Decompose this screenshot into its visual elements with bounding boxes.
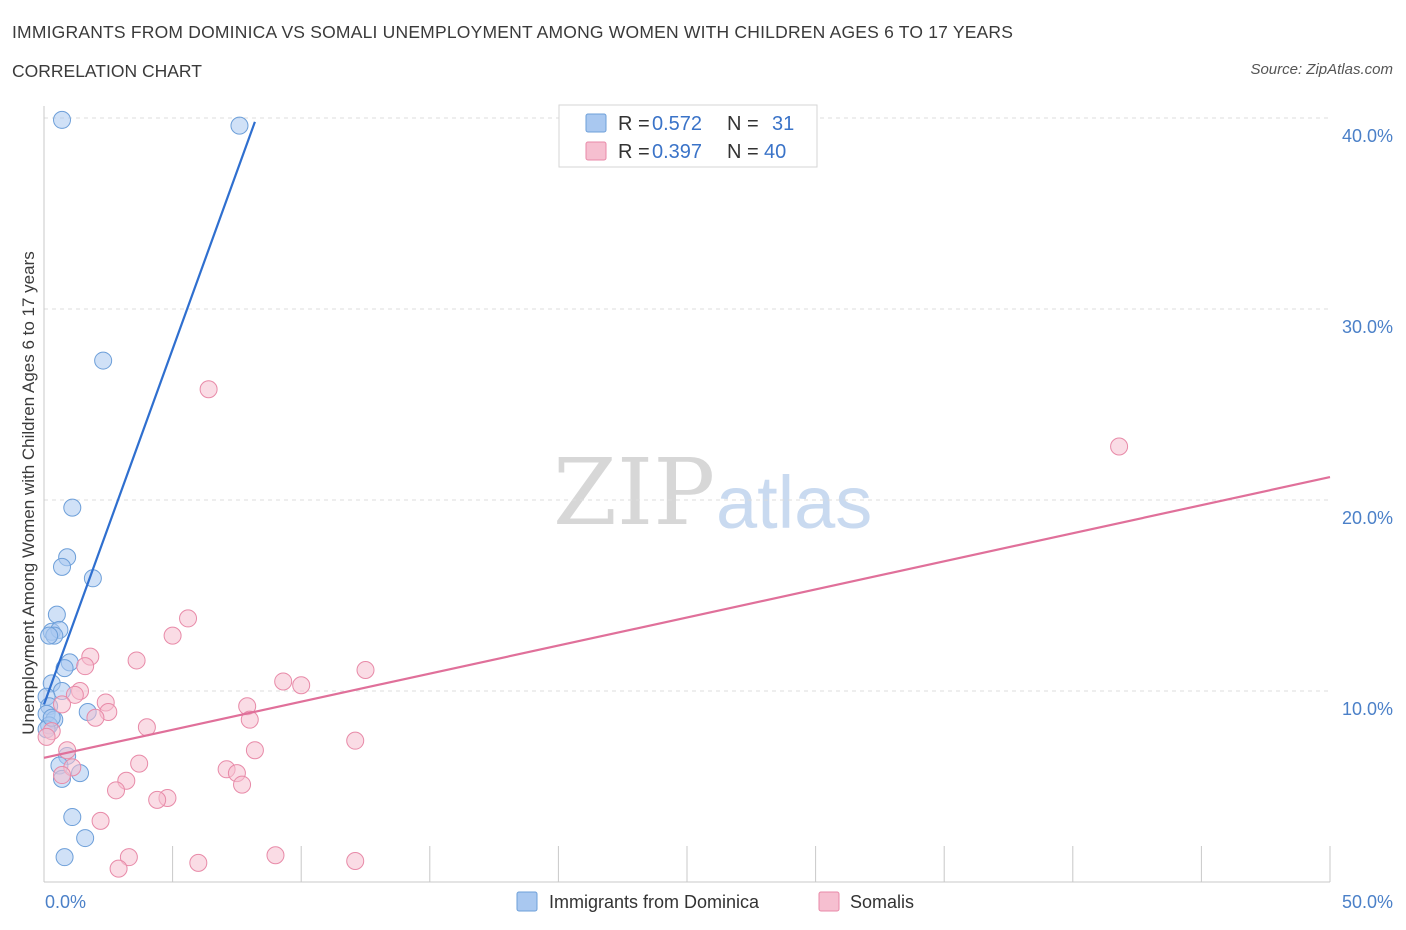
x-tick-label-max: 50.0% — [1342, 892, 1393, 912]
legend-r-value-somalis: 0.397 — [652, 141, 702, 163]
data-point-s0-11 — [40, 626, 59, 645]
y-tick-label-3: 40.0% — [1342, 126, 1393, 146]
data-point-s0-7 — [47, 605, 66, 624]
y-tick-label-1: 20.0% — [1342, 508, 1393, 528]
x-tick-label-min: 0.0% — [45, 892, 86, 912]
data-point-s0-0 — [53, 110, 72, 129]
data-point-s1-20 — [37, 727, 56, 746]
data-point-s0-26 — [63, 808, 82, 827]
data-point-s1-30 — [233, 775, 252, 794]
data-points — [37, 110, 1129, 878]
data-point-s1-2 — [179, 609, 198, 628]
data-point-s0-1 — [230, 116, 249, 135]
data-point-s1-28 — [53, 766, 72, 785]
correlation-legend: R = 0.572 N = 31 R = 0.397 N = 40 — [558, 104, 818, 168]
data-point-s1-3 — [163, 626, 182, 645]
data-point-s1-37 — [266, 846, 285, 865]
data-point-s0-5 — [53, 557, 72, 576]
y-axis-title: Unemployment Among Women with Children A… — [19, 251, 38, 735]
series-points-1 — [37, 380, 1129, 878]
data-point-s1-39 — [109, 859, 128, 878]
data-point-s0-3 — [63, 498, 82, 517]
data-point-s1-5 — [127, 651, 146, 670]
trend-line-1 — [43, 476, 1331, 759]
data-point-s1-8 — [274, 672, 293, 691]
watermark-atlas: atlas — [716, 461, 872, 544]
y-tick-label-0: 10.0% — [1342, 699, 1393, 719]
chart-title: IMMIGRANTS FROM DOMINICA VS SOMALI UNEMP… — [12, 22, 1014, 42]
y-tick-label-2: 30.0% — [1342, 317, 1393, 337]
data-point-s1-36 — [189, 853, 208, 872]
legend-n-label-dominica: N = — [727, 113, 759, 135]
legend-r-value-dominica: 0.572 — [652, 113, 702, 135]
series-legend-label-somalis: Somalis — [850, 892, 914, 912]
legend-swatch-dominica — [585, 113, 607, 133]
trend-line-0 — [42, 121, 256, 705]
data-point-s0-28 — [55, 848, 74, 867]
axes — [43, 106, 1331, 883]
data-point-s1-9 — [292, 676, 311, 695]
gridlines — [44, 117, 1330, 692]
chart-source: Source: ZipAtlas.com — [1250, 61, 1393, 78]
series-legend-label-dominica: Immigrants from Dominica — [549, 892, 760, 912]
series-legend: Immigrants from Dominica Somalis — [516, 891, 914, 912]
data-point-s1-31 — [107, 781, 126, 800]
data-point-s1-23 — [58, 741, 77, 760]
data-point-s1-7 — [356, 660, 375, 679]
legend-swatch-somalis — [585, 141, 607, 161]
data-point-s1-13 — [53, 695, 72, 714]
legend-n-value-somalis: 40 — [764, 141, 786, 163]
series-legend-swatch-somalis — [818, 891, 840, 912]
watermark-zip: ZIP — [553, 439, 715, 546]
legend-r-label-somalis: R = — [618, 141, 650, 163]
data-point-s0-2 — [94, 351, 113, 370]
legend-r-label-dominica: R = — [618, 113, 650, 135]
legend-n-label-somalis: N = — [727, 141, 759, 163]
legend-n-value-dominica: 31 — [772, 113, 794, 135]
data-point-s1-6 — [76, 657, 95, 676]
series-legend-swatch-dominica — [516, 891, 538, 912]
data-point-s0-27 — [76, 829, 95, 848]
watermark: ZIP atlas — [553, 439, 872, 546]
chart-subtitle: CORRELATION CHART — [12, 61, 202, 81]
data-point-s1-22 — [245, 741, 264, 760]
trend-lines — [42, 121, 1331, 759]
data-point-s1-11 — [65, 685, 84, 704]
data-point-s1-34 — [91, 811, 110, 830]
data-point-s1-0 — [199, 380, 218, 399]
data-point-s1-24 — [130, 754, 149, 773]
data-point-s1-16 — [86, 708, 105, 727]
data-point-s1-33 — [148, 790, 167, 809]
y-tick-labels: 10.0% 20.0% 30.0% 40.0% — [1342, 126, 1393, 719]
data-point-s1-1 — [1110, 437, 1129, 456]
data-point-s1-17 — [240, 710, 259, 729]
data-point-s1-38 — [346, 851, 365, 870]
x-tick-labels: 0.0% 50.0% — [45, 892, 1393, 912]
data-point-s1-35 — [119, 848, 138, 867]
data-point-s1-21 — [346, 731, 365, 750]
